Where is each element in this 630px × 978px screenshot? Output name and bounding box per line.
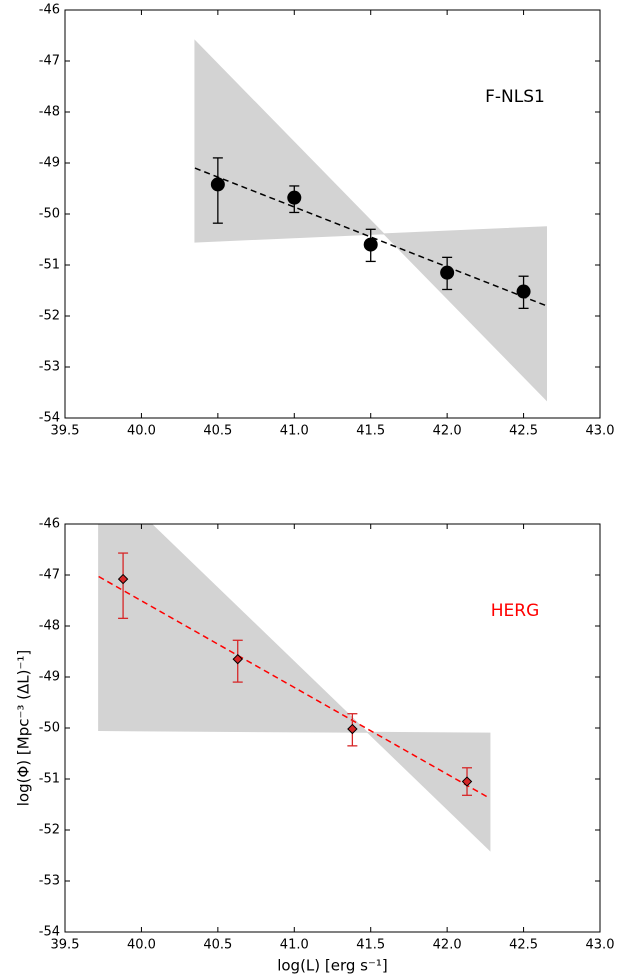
x-tick-label: 42.0 [433,938,462,953]
x-tick-label: 42.5 [509,424,538,439]
fit-line [98,575,491,800]
x-tick-label: 40.5 [203,424,232,439]
y-tick-label: -50 [39,207,60,222]
x-tick-label: 43.0 [586,424,615,439]
y-tick-label: -46 [39,3,60,18]
y-tick-label: -46 [39,517,60,532]
y-tick-label: -50 [39,721,60,736]
y-tick-label: -54 [39,411,60,426]
x-axis-label: log(L) [erg s⁻¹] [277,957,388,975]
y-tick-label: -49 [39,156,60,171]
point [516,284,531,299]
x-tick-label: 39.5 [51,424,80,439]
x-tick-label: 40.0 [127,424,156,439]
x-tick-label: 42.0 [433,424,462,439]
x-tick-label: 39.5 [51,938,80,953]
point [117,573,129,585]
y-tick-label: -51 [39,772,60,787]
y-tick-label: -51 [39,258,60,273]
y-tick-label: -47 [39,568,60,583]
annotation: HERG [491,601,540,621]
y-tick-label: -49 [39,670,60,685]
y-tick-label: -53 [39,360,60,375]
x-tick-label: 41.5 [356,938,385,953]
x-tick-label: 40.5 [203,938,232,953]
x-tick-label: 42.5 [509,938,538,953]
sample-bundle [98,524,491,852]
x-tick-label: 41.0 [280,424,309,439]
y-tick-label: -47 [39,54,60,69]
point [287,190,302,205]
x-tick-label: 41.0 [280,938,309,953]
y-tick-label: -52 [39,823,60,838]
y-tick-label: -48 [39,105,60,120]
point [440,265,455,280]
x-tick-label: 40.0 [127,938,156,953]
plot-area [194,39,547,402]
annotation: F-NLS1 [485,87,545,107]
x-tick-label: 43.0 [586,938,615,953]
point [347,723,358,735]
y-tick-label: -53 [39,874,60,889]
sample-bundle [194,39,547,402]
y-tick-label: -48 [39,619,60,634]
fit-line [194,167,547,307]
plot-area [98,524,491,852]
point [363,237,378,252]
x-tick-label: 41.5 [356,424,385,439]
y-tick-label: -54 [39,925,60,940]
y-tick-label: -52 [39,309,60,324]
error-bar [118,552,129,619]
point [210,177,225,192]
point [232,653,243,665]
point [461,776,473,787]
y-axis-label: log(Φ) [Mpc⁻³ (ΔL)⁻¹] [15,650,33,807]
